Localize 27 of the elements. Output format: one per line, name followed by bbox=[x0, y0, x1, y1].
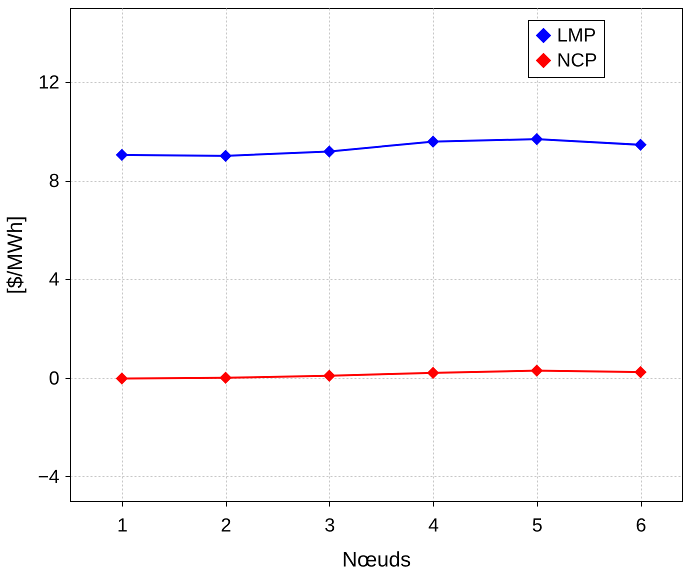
point bbox=[116, 148, 128, 162]
point bbox=[530, 133, 543, 146]
x-tick-label: 6 bbox=[636, 516, 646, 536]
point bbox=[323, 145, 336, 158]
point bbox=[634, 138, 647, 151]
y-tick-label: 12 bbox=[38, 72, 60, 94]
legend-label: NCP bbox=[557, 50, 598, 72]
x-tick-label: 3 bbox=[324, 516, 336, 536]
point bbox=[219, 150, 232, 162]
x-tick-label: 1 bbox=[117, 516, 128, 536]
point bbox=[426, 366, 440, 379]
x-tick-label: 5 bbox=[532, 516, 543, 536]
point bbox=[634, 366, 647, 378]
point bbox=[426, 135, 440, 148]
point bbox=[323, 370, 336, 382]
point bbox=[116, 372, 128, 385]
legend-label: LMP bbox=[557, 26, 596, 46]
y-tick-label: 0 bbox=[48, 368, 60, 390]
y-tick-label: 4 bbox=[48, 270, 60, 291]
point bbox=[219, 372, 232, 384]
y-tick-label: 8 bbox=[48, 171, 60, 192]
point bbox=[530, 364, 543, 377]
x-axis-title: Nœuds bbox=[342, 548, 411, 572]
y-axis-title: [$/MWh] bbox=[4, 216, 27, 294]
y-tick-label: −4 bbox=[38, 466, 60, 488]
x-tick-label: 2 bbox=[220, 516, 232, 536]
x-tick-label: 4 bbox=[428, 516, 440, 536]
